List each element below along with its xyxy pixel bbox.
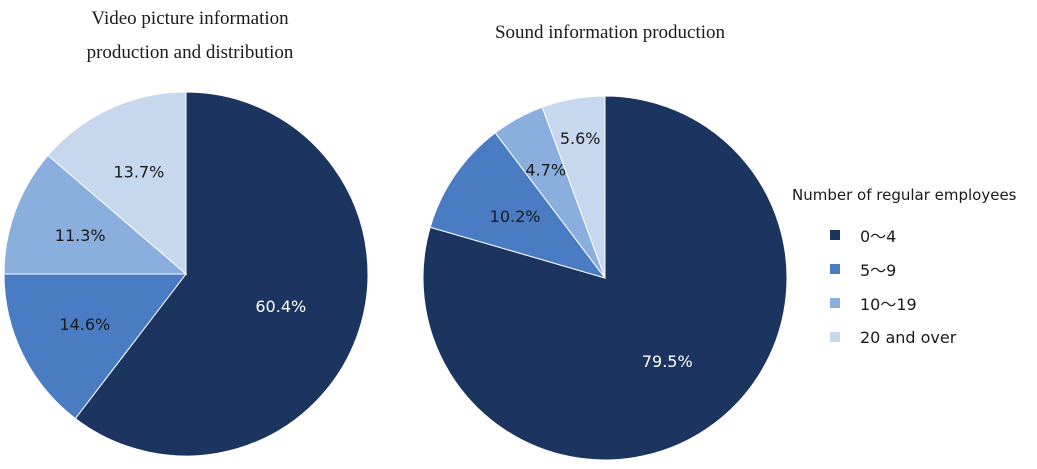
legend-item-5-9: 5〜9 [830,252,1017,286]
legend-label: 5〜9 [860,261,897,280]
pie-slice [47,91,187,276]
pie-slice [3,154,188,275]
pie-slice [541,95,606,279]
slice-label: 5.6% [560,129,601,148]
chart-title-video: Video picture information production and… [40,2,340,70]
chart-title-sound: Sound information production [430,16,790,50]
legend-item-20-and-over: 20 and over [830,320,1017,354]
legend-label: 10〜19 [860,295,917,314]
slice-label: 13.7% [114,162,165,181]
slice-label: 11.3% [55,226,106,245]
legend-swatch [830,298,840,308]
legend: Number of regular employees 0〜4 5〜9 10〜1… [792,186,1017,354]
chart-title-line: Sound information production [494,22,726,43]
legend-swatch [830,332,840,342]
slice-label: 60.4% [255,297,306,316]
chart-title-line: Video picture information [91,8,289,29]
legend-swatch [830,264,840,274]
slice-label: 4.7% [525,160,566,179]
legend-swatch [830,230,840,240]
slice-label: 14.6% [59,315,110,334]
slice-label: 79.5% [642,352,693,371]
pie-slice [74,91,369,457]
legend-item-10-19: 10〜19 [830,286,1017,320]
pie-slice [429,132,607,279]
pie-video: 60.4% 14.6% 11.3% 13.7% [3,91,369,457]
legend-title: Number of regular employees [792,186,1017,204]
legend-label: 0〜4 [860,227,897,246]
slice-label: 10.2% [490,207,541,226]
chart-title-line: production and distribution [86,42,294,63]
legend-item-0-4: 0〜4 [830,218,1017,252]
pie-sound: 79.5% 10.2% 4.7% 5.6% [422,95,788,461]
legend-label: 20 and over [860,327,957,347]
pie-slice [3,273,188,420]
